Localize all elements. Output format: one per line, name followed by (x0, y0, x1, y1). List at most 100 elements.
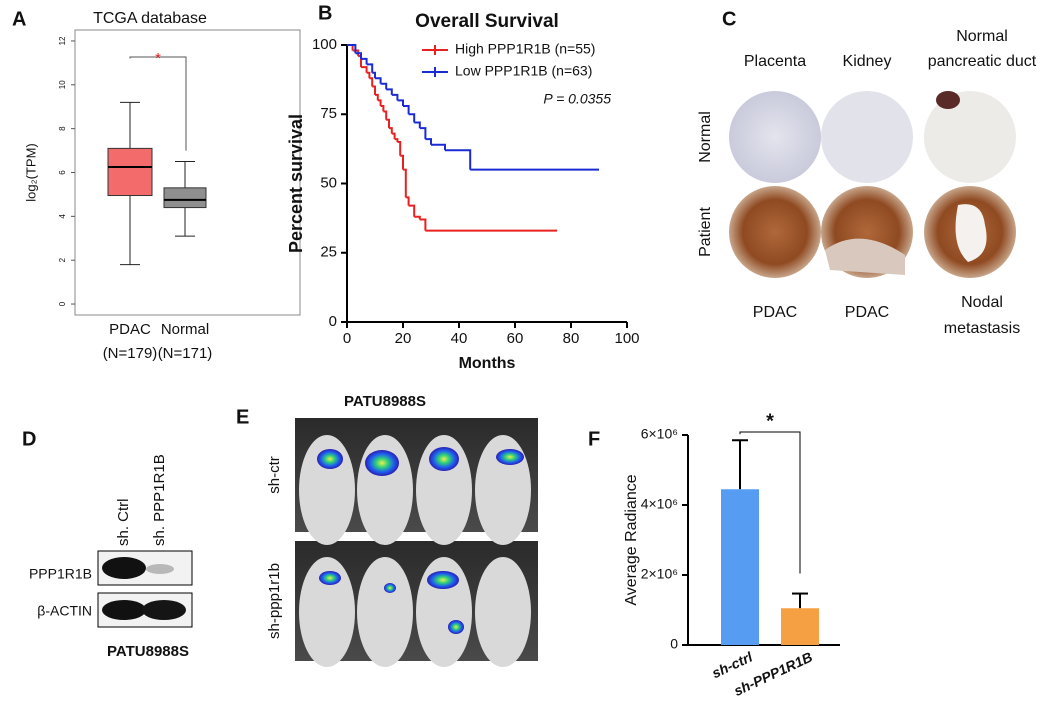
y-tick-label: 4×10⁶ (641, 496, 678, 512)
y-tick-label: 75 (320, 105, 337, 122)
ivis-images (295, 418, 538, 667)
y-tick-label: 2 (58, 257, 67, 262)
row-label: Patient (697, 207, 714, 257)
cell-line-label: PATU8988S (107, 643, 189, 660)
y-tick-label: 8 (58, 126, 67, 131)
survival-step (408, 204, 416, 217)
survival-step (389, 127, 393, 134)
ihc-lumen (955, 204, 987, 262)
survival-step (405, 196, 410, 206)
x-tick-count: (N=179) (103, 345, 158, 362)
x-tick-label: 20 (395, 330, 412, 347)
x-tick-label: 80 (563, 330, 580, 347)
survival-step (383, 110, 388, 120)
y-tick-label: 50 (320, 174, 337, 191)
column-label: Placenta (744, 53, 806, 70)
band-label: PPP1R1B (29, 566, 92, 582)
significance-bracket (129, 56, 187, 151)
survival-step (431, 143, 446, 151)
y-tick-label: 10 (58, 80, 67, 89)
survival-step (386, 88, 393, 95)
survival-step (425, 138, 432, 145)
chart-title: Overall Survival (415, 11, 559, 32)
lane-label: sh. PPP1R1B (151, 454, 168, 546)
column-label: Kidney (843, 53, 892, 70)
survival-step (445, 149, 472, 170)
mice (299, 435, 531, 667)
x-tick-label: Normal (161, 321, 209, 338)
survival-step (391, 132, 396, 140)
ihc-image (924, 91, 1016, 183)
y-tick-label: 0 (670, 636, 678, 652)
blot-band (102, 557, 146, 579)
survival-step (403, 104, 410, 115)
y-tick-label: 6 (58, 170, 67, 175)
survival-step (380, 82, 388, 90)
bottom-label: PDAC (753, 304, 797, 321)
y-tick-label: 25 (320, 244, 337, 261)
box (163, 187, 207, 209)
blot-band (102, 600, 146, 620)
panel-label: C (722, 8, 736, 30)
survival-step (377, 99, 382, 106)
panel-label: F (588, 428, 600, 450)
y-tick-label: 2×10⁶ (641, 566, 678, 582)
luminescence (317, 447, 524, 634)
survival-step (419, 127, 427, 140)
panel-label: B (318, 2, 332, 24)
survival-step (403, 168, 407, 198)
y-tick-label: 100 (312, 36, 337, 53)
x-tick-label: 40 (451, 330, 468, 347)
survival-step (369, 77, 374, 87)
bar (781, 608, 819, 645)
y-tick-label: 0 (58, 301, 67, 306)
significance-mark: * (766, 410, 774, 432)
survival-step (414, 215, 421, 220)
survival-step (386, 118, 390, 129)
panel-label: D (22, 428, 36, 450)
y-axis-label: Average Radiance (623, 474, 640, 605)
x-tick-label: 60 (507, 330, 524, 347)
survival-step (366, 71, 371, 79)
panel-label: A (12, 8, 26, 30)
row-label: Normal (697, 111, 714, 163)
legend-label: Low PPP1R1B (n=63) (455, 63, 592, 79)
bar (721, 489, 759, 645)
column-label: Normal (956, 28, 1008, 45)
survival-step (355, 52, 362, 59)
p-value: P = 0.0355 (543, 91, 611, 107)
bottom-label: PDAC (845, 304, 889, 321)
row-label: sh-ctr (266, 456, 283, 494)
x-tick-label: 0 (343, 330, 351, 347)
chart-title: TCGA database (93, 10, 207, 27)
survival-step (394, 138, 399, 142)
survival-step (361, 57, 368, 65)
survival-step (408, 113, 416, 123)
panel-label: E (236, 406, 249, 428)
bottom-label: Nodal (961, 294, 1003, 311)
survival-step (419, 218, 427, 231)
x-tick-label: PDAC (109, 321, 151, 338)
ihc-image (729, 91, 821, 183)
blot-band (146, 564, 174, 574)
survival-step (361, 66, 368, 73)
ihc-image (729, 186, 821, 278)
survival-step (414, 121, 421, 129)
y-axis-label: log₂(TPM) (23, 143, 38, 202)
x-axis-label: Months (459, 355, 516, 372)
survival-step (375, 77, 382, 84)
survival-step (380, 104, 385, 112)
band-label: β-ACTIN (37, 603, 92, 619)
survival-step (375, 93, 379, 101)
bottom-label: metastasis (944, 320, 1020, 337)
y-tick-label: 6×10⁶ (641, 426, 678, 442)
y-tick-label: 4 (58, 214, 67, 219)
survival-step (372, 85, 376, 95)
row-label: sh-ppp1r1b (266, 563, 283, 639)
ihc-image (821, 91, 913, 183)
significance-mark: * (155, 50, 161, 67)
western-blot (97, 550, 193, 628)
ihc-images (729, 91, 1016, 278)
x-tick-label: 100 (614, 330, 639, 347)
